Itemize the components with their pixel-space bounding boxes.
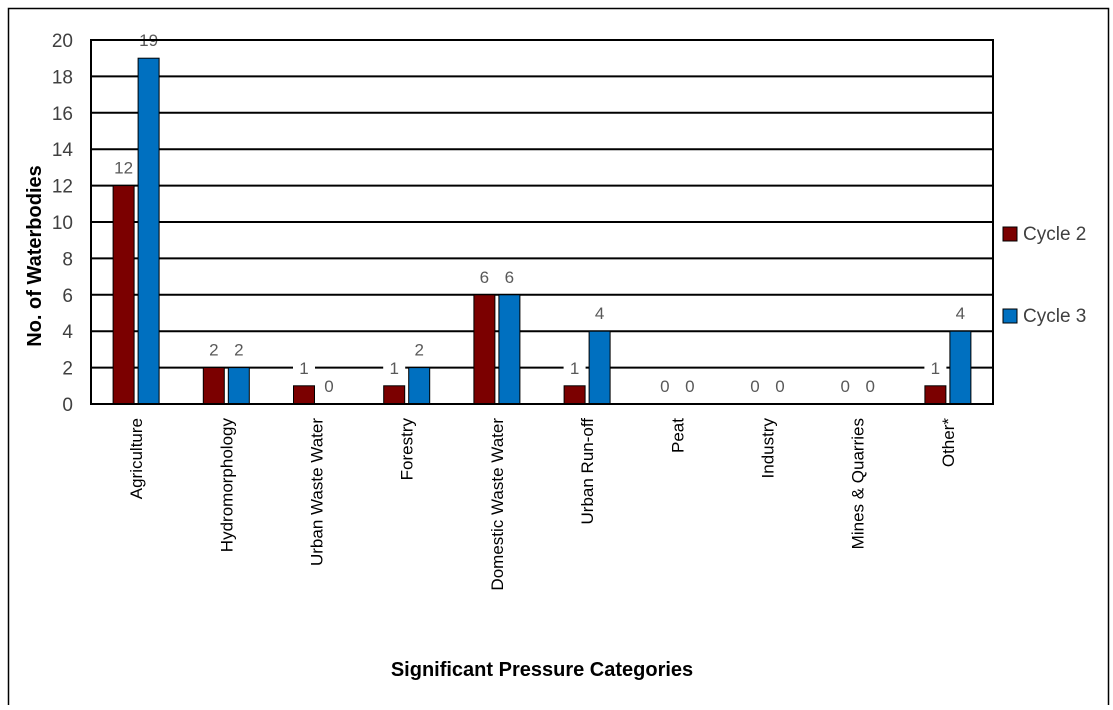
bar-cycle-3-agriculture [137, 57, 160, 405]
bar-cycle-2-agriculture [112, 185, 135, 405]
x-tick-label-hydromorphology: Hydromorphology [217, 418, 236, 553]
data-label-cycle-2-other: 1 [931, 359, 940, 378]
legend-swatch-cycle-3 [1002, 308, 1018, 324]
bar-cycle-3-other [949, 330, 972, 405]
data-label-background [408, 339, 431, 360]
x-axis-title: Significant Pressure Categories [391, 659, 693, 681]
legend-label-cycle-2: Cycle 2 [1023, 224, 1086, 245]
data-label-cycle-3-domestic-waste-water: 6 [505, 268, 514, 287]
bars [112, 57, 972, 405]
data-label-cycle-3-forestry: 2 [414, 341, 423, 360]
data-label-background [769, 376, 791, 396]
data-label-background [653, 376, 676, 396]
data-label-background [563, 357, 586, 378]
data-label-cycle-2-peat: 0 [660, 377, 669, 396]
bar-cycle-2-forestry [383, 385, 406, 405]
data-label-cycle-2-domestic-waste-water: 6 [480, 268, 489, 287]
data-label-background [588, 303, 611, 324]
data-label-cycle-2-agriculture: 12 [114, 159, 133, 178]
data-label-background [498, 266, 521, 287]
y-tick-label: 0 [62, 395, 73, 416]
x-tick-label-mines-quarries: Mines & Quarries [849, 418, 868, 549]
bar-cycle-2-domestic-waste-water [473, 294, 496, 405]
data-label-background [383, 357, 406, 378]
x-tick-label-peat: Peat [668, 418, 687, 453]
gridlines [91, 39, 993, 369]
data-label-background [473, 266, 496, 287]
y-tick-label: 14 [52, 140, 74, 161]
data-label-background [859, 376, 882, 396]
data-label-background [834, 376, 857, 396]
legend-label-cycle-3: Cycle 3 [1023, 306, 1086, 327]
data-label-cycle-3-hydromorphology: 2 [234, 341, 243, 360]
x-tick-label-urban-waste-water: Urban Waste Water [308, 418, 327, 566]
x-tick-label-domestic-waste-water: Domestic Waste Water [488, 418, 507, 591]
data-label-cycle-3-urban-run-off: 4 [595, 304, 604, 323]
legend: Cycle 2 Cycle 3 [1002, 224, 1086, 327]
data-label-background [744, 376, 766, 396]
data-label-cycle-2-forestry: 1 [389, 359, 398, 378]
data-label-cycle-2-urban-run-off: 1 [570, 359, 579, 378]
x-tick-label-agriculture: Agriculture [127, 418, 146, 499]
bar-cycle-3-domestic-waste-water [498, 294, 521, 405]
data-label-cycle-3-peat: 0 [685, 377, 694, 396]
data-label-background [293, 357, 315, 378]
bar-cycle-3-urban-run-off [588, 330, 611, 405]
y-tick-label: 20 [52, 31, 73, 52]
data-label-background [924, 357, 947, 378]
bar-cycle-3-forestry [408, 367, 431, 405]
x-tick-label-other: Other* [939, 418, 958, 468]
data-label-cycle-3-industry: 0 [775, 377, 784, 396]
y-tick-label: 6 [62, 286, 73, 307]
data-label-background [678, 376, 701, 396]
data-label-cycle-2-mines-quarries: 0 [840, 377, 849, 396]
data-label-cycle-2-industry: 0 [750, 377, 759, 396]
data-label-background [202, 339, 225, 360]
data-label-background [227, 339, 250, 360]
x-tick-label-industry: Industry [759, 418, 778, 479]
bar-cycle-3-hydromorphology [227, 367, 250, 405]
data-label-background [112, 157, 135, 178]
data-label-cycle-2-hydromorphology: 2 [209, 341, 218, 360]
legend-swatch-cycle-2 [1002, 226, 1018, 242]
data-label-background [949, 303, 972, 324]
data-label-cycle-2-urban-waste-water: 1 [299, 359, 308, 378]
x-tick-label-forestry: Forestry [398, 418, 417, 481]
y-tick-label: 10 [52, 213, 73, 234]
bar-cycle-2-hydromorphology [202, 367, 225, 405]
bar-cycle-2-urban-run-off [563, 385, 586, 405]
data-label-cycle-3-mines-quarries: 0 [865, 377, 874, 396]
y-tick-label: 2 [62, 359, 73, 380]
y-tick-label: 4 [62, 322, 73, 343]
plot-area-border [90, 39, 994, 405]
data-label-cycle-3-other: 4 [956, 304, 965, 323]
bar-cycle-2-other [924, 385, 947, 405]
bar-cycle-2-urban-waste-water [293, 385, 315, 405]
y-tick-label: 12 [52, 177, 73, 198]
data-label-background [318, 376, 340, 396]
y-tick-label: 18 [52, 67, 73, 88]
y-tick-label: 16 [52, 104, 73, 125]
x-tick-label-urban-run-off: Urban Run-off [578, 418, 597, 525]
y-axis-title: No. of Waterbodies [24, 165, 46, 346]
data-label-cycle-3-urban-waste-water: 0 [324, 377, 333, 396]
y-tick-label: 8 [62, 249, 73, 270]
